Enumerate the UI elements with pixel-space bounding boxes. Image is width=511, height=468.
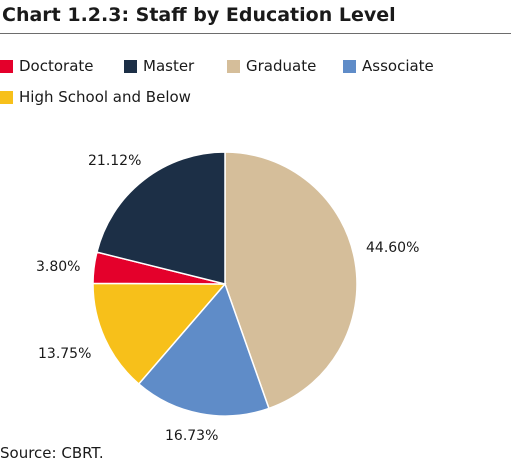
data-label-master: 21.12% [88,153,141,169]
legend-swatch-master [124,59,137,73]
legend-swatch-associate [343,59,356,73]
legend-item-associate: Associate [343,55,434,77]
pie-slice-associate [137,282,270,417]
pie-slice-graduate [224,151,358,410]
legend-label-master: Master [143,57,195,75]
data-label-graduate: 44.60% [366,240,419,256]
legend-swatch-doctorate [0,59,13,73]
source-note: Source: CBRT. [0,444,104,462]
legend-label-associate: Associate [362,57,434,75]
data-label-high-school-and-below: 13.75% [38,346,91,362]
legend-label-high-school-and-below: High School and Below [19,88,191,106]
legend-label-doctorate: Doctorate [19,57,94,75]
legend-swatch-graduate [227,59,240,73]
chart-title: Chart 1.2.3: Staff by Education Level [2,4,396,26]
pie-slice-high-school-and-below [92,282,227,385]
data-label-doctorate: 3.80% [36,259,80,275]
legend-item-graduate: Graduate [227,55,316,77]
legend-label-graduate: Graduate [246,57,317,75]
pie-slice-master [95,151,226,285]
title-divider [0,33,511,34]
data-label-associate: 16.73% [165,428,218,444]
legend-item-doctorate: Doctorate [0,55,94,77]
legend-item-master: Master [124,55,194,77]
legend-item-high-school-and-below: High School and Below [0,86,191,108]
legend-swatch-high-school-and-below [0,90,13,104]
